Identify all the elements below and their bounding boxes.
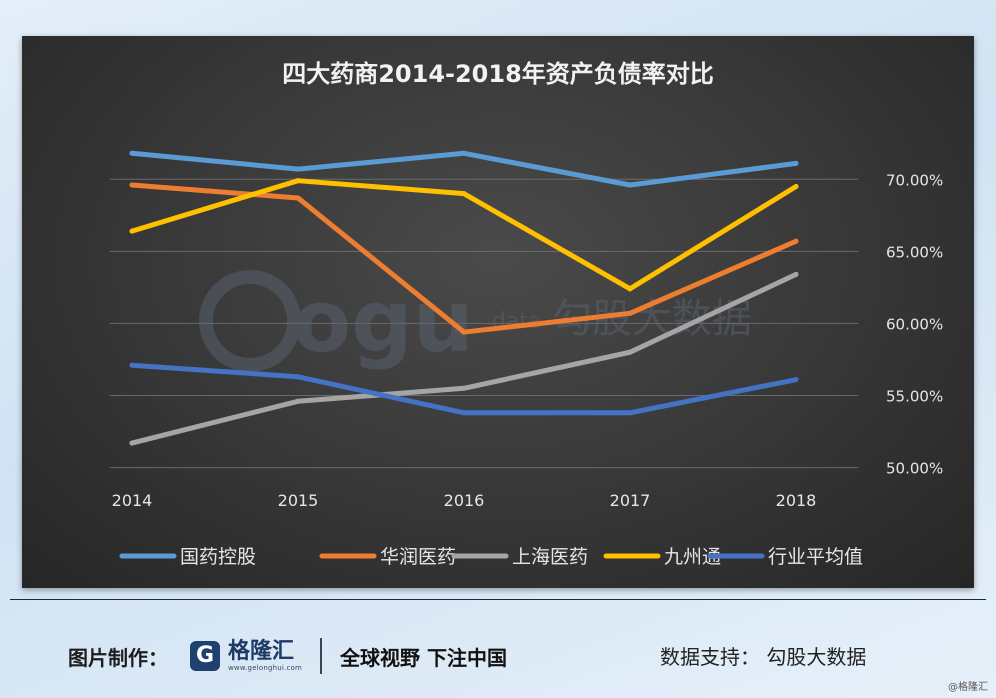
brand-url: www.gelonghui.com: [228, 663, 303, 672]
data-point: [627, 349, 633, 355]
data-point: [129, 150, 135, 156]
gridlines: [110, 178, 858, 469]
legend-label: 国药控股: [180, 546, 256, 568]
x-tick-label: 2016: [444, 491, 485, 510]
chart-panel: ogu data 勾股大数据 四大药商2014-2018年资产负债率对比 50.…: [22, 36, 974, 588]
data-point: [461, 410, 467, 416]
y-tick-label: 65.00%: [886, 243, 943, 261]
data-point: [295, 398, 301, 404]
data-point: [461, 191, 467, 197]
brand-name: 格隆汇: [228, 638, 295, 664]
data-point: [295, 178, 301, 184]
data-point: [295, 195, 301, 201]
data-point: [295, 374, 301, 380]
legend-label: 行业平均值: [768, 546, 863, 568]
gelonghui-logo-icon: G: [190, 641, 220, 671]
x-tick-label: 2014: [112, 491, 153, 510]
data-point: [793, 183, 799, 189]
y-tick-label: 70.00%: [886, 171, 943, 189]
data-point: [295, 166, 301, 172]
chart-title: 四大药商2014-2018年资产负债率对比: [282, 60, 714, 88]
legend-label: 上海医药: [512, 546, 588, 568]
footer-divider: [10, 599, 986, 600]
data-point: [461, 385, 467, 391]
data-support: 数据支持： 勾股大数据: [660, 645, 867, 669]
data-point: [793, 160, 799, 166]
y-tick-label: 55.00%: [886, 388, 943, 406]
footer-left: 图片制作： G 格隆汇 www.gelonghui.com 全球视野 下注中国: [68, 636, 507, 676]
data-point: [129, 362, 135, 368]
data-point: [461, 329, 467, 335]
legend-label: 华润医药: [380, 546, 456, 568]
data-point: [627, 410, 633, 416]
legend: 国药控股 华润医药 上海医药 九州通 行业平均值: [119, 546, 863, 568]
series-line-0: [129, 150, 799, 188]
x-tick-label: 2018: [776, 491, 817, 510]
slogan: 全球视野 下注中国: [340, 645, 507, 670]
data-point: [129, 228, 135, 234]
data-point: [793, 271, 799, 277]
data-point: [129, 440, 135, 446]
series-lines: [129, 150, 799, 446]
x-axis-tick-labels: 2014 2015 2016 2017 2018: [112, 491, 817, 510]
data-point: [461, 150, 467, 156]
data-point: [129, 182, 135, 188]
x-tick-label: 2015: [278, 491, 319, 510]
data-point: [627, 310, 633, 316]
data-point: [627, 286, 633, 292]
y-tick-label: 60.00%: [886, 315, 943, 333]
footer-separator: [320, 638, 323, 674]
credit: @格隆汇: [948, 682, 988, 693]
line-chart: ogu data 勾股大数据 四大药商2014-2018年资产负债率对比 50.…: [110, 60, 943, 568]
brand-block: 格隆汇 www.gelonghui.com: [228, 638, 303, 672]
legend-label: 九州通: [664, 546, 721, 568]
y-axis-tick-labels: 50.00% 55.00% 60.00% 65.00% 70.00%: [886, 171, 943, 477]
data-point: [793, 238, 799, 244]
data-point: [627, 182, 633, 188]
data-point: [793, 377, 799, 383]
watermark-brand-text: ogu: [292, 272, 474, 372]
x-tick-label: 2017: [610, 491, 651, 510]
y-tick-label: 50.00%: [886, 460, 943, 478]
watermark: ogu data 勾股大数据: [199, 270, 752, 372]
made-by-label: 图片制作：: [68, 645, 168, 670]
